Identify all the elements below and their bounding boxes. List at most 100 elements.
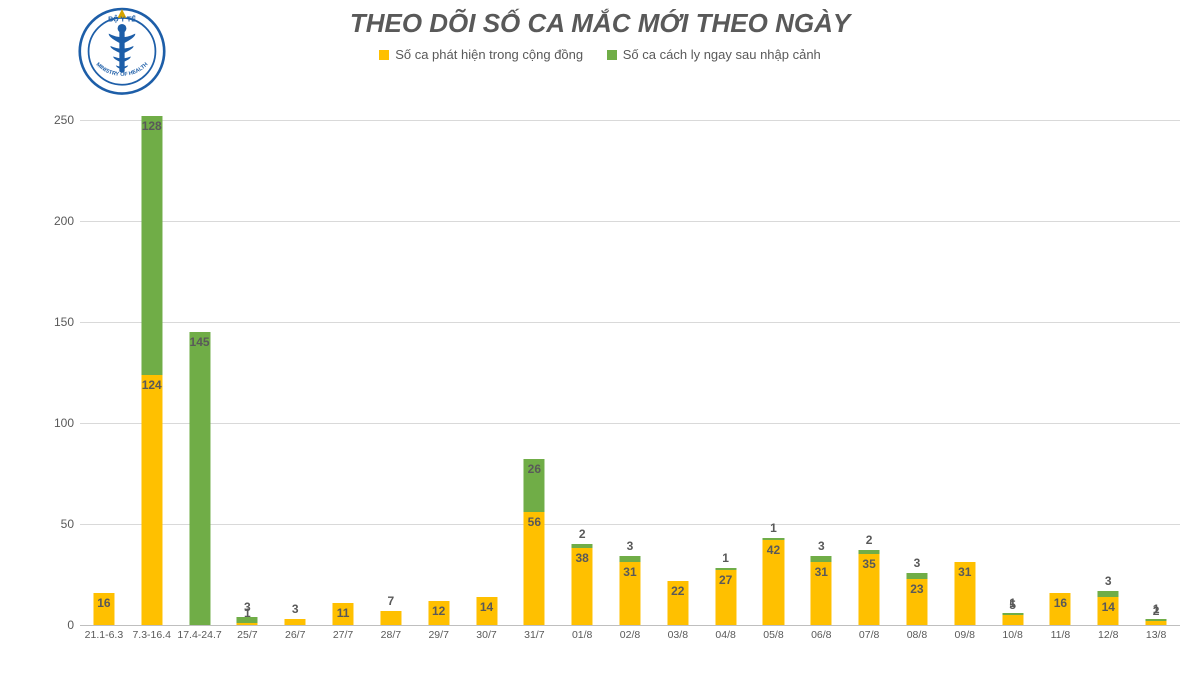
x-axis-label: 27/7	[333, 629, 353, 641]
bar-slot: 562631/7	[510, 100, 558, 625]
bar-segment-community: 56	[524, 512, 545, 625]
bar-value-community: 27	[719, 574, 732, 586]
bar-slot: 1229/7	[415, 100, 463, 625]
bar-value-quarantine: 3	[818, 540, 825, 552]
bar-value-quarantine: 3	[914, 557, 921, 569]
bar-stack: 145	[189, 332, 210, 625]
bar-value-community: 12	[432, 605, 445, 617]
bar-segment-community: 14	[1098, 597, 1119, 625]
bar-segment-quarantine: 2	[572, 544, 593, 548]
bar-slot: 31306/8	[797, 100, 845, 625]
ministry-health-logo-icon: BỘ Y TẾ MINISTRY OF HEALTH	[78, 2, 166, 97]
bar-segment-community: 7	[380, 611, 401, 625]
bar-value-quarantine: 2	[866, 534, 873, 546]
x-axis-label: 28/7	[381, 629, 401, 641]
bar-stack: 7	[380, 611, 401, 625]
bar-segment-quarantine: 1	[715, 568, 736, 570]
bar-slot: 1325/7	[223, 100, 271, 625]
bar-value-quarantine: 1	[770, 522, 777, 534]
bar-slot: 1241287.3-16.4	[128, 100, 176, 625]
bar-segment-community: 1	[237, 623, 258, 625]
x-axis-label: 12/8	[1098, 629, 1118, 641]
logo: BỘ Y TẾ MINISTRY OF HEALTH	[78, 2, 166, 97]
bar-stack: 313	[811, 556, 832, 625]
bar-value-quarantine: 26	[528, 463, 541, 475]
bar-stack: 11	[333, 603, 354, 625]
legend-item-community: Số ca phát hiện trong cộng đồng	[379, 47, 583, 62]
bar-slot: 728/7	[367, 100, 415, 625]
bar-value-community: 11	[337, 607, 350, 619]
bar-slot: 5110/8	[989, 100, 1037, 625]
bar-segment-community: 23	[906, 579, 927, 625]
legend-label-community: Số ca phát hiện trong cộng đồng	[395, 47, 583, 62]
bar-segment-quarantine: 26	[524, 459, 545, 512]
bar-value-community: 16	[97, 597, 110, 609]
bar-slot: 31302/8	[606, 100, 654, 625]
bar-value-quarantine: 3	[244, 601, 251, 613]
bar-value-community: 14	[1102, 601, 1115, 613]
bar-segment-community: 5	[1002, 615, 1023, 625]
bar-slot: 3109/8	[941, 100, 989, 625]
bar-stack: 12	[428, 601, 449, 625]
legend-swatch-community	[379, 50, 389, 60]
y-tick: 100	[54, 416, 74, 430]
bar-value-community: 35	[862, 558, 875, 570]
bar-stack: 27 1	[715, 568, 736, 625]
bar-value-community: 31	[623, 566, 636, 578]
bar-segment-quarantine: 3	[811, 556, 832, 562]
bar-slot: 1611/8	[1037, 100, 1085, 625]
x-axis-label: 26/7	[285, 629, 305, 641]
bar-value-community: 56	[528, 516, 541, 528]
bar-segment-community: 124	[141, 375, 162, 625]
x-axis-label: 06/8	[811, 629, 831, 641]
bar-segment-community: 42	[763, 540, 784, 625]
bar-slot: 14312/8	[1084, 100, 1132, 625]
legend: Số ca phát hiện trong cộng đồng Số ca cá…	[0, 47, 1200, 63]
bar-segment-quarantine: 3	[906, 573, 927, 579]
x-axis-label: 10/8	[1002, 629, 1022, 641]
bar-segment-community: 11	[333, 603, 354, 625]
bar-stack: 421	[763, 538, 784, 625]
bar-segment-community: 16	[1050, 593, 1071, 625]
bar-segment-quarantine: 1	[1002, 613, 1023, 615]
bar-segment-quarantine: 3	[237, 617, 258, 623]
x-axis-label: 09/8	[955, 629, 975, 641]
bar-value-quarantine: 1	[722, 552, 729, 564]
bar-stack: 56 26	[524, 459, 545, 625]
bar-stack: 31	[954, 562, 975, 625]
bar-segment-community: 27	[715, 570, 736, 625]
x-axis-label: 11/8	[1051, 629, 1071, 641]
bar-segment-community: 31	[619, 562, 640, 625]
bar-value-quarantine: 128	[142, 120, 162, 132]
y-tick: 50	[61, 517, 74, 531]
bar-value-quarantine: 1	[1009, 597, 1016, 609]
legend-item-quarantine: Số ca cách ly ngay sau nhập cảnh	[607, 47, 821, 62]
x-axis-label: 01/8	[572, 629, 592, 641]
y-tick: 200	[54, 214, 74, 228]
bar-segment-community: 38	[572, 548, 593, 625]
bar-value-community: 42	[767, 544, 780, 556]
bar-stack: 124 128	[141, 116, 162, 625]
y-axis: 050100150200250	[50, 100, 80, 625]
bar-stack: 23 3	[906, 573, 927, 625]
y-tick: 150	[54, 315, 74, 329]
bar-value-community: 14	[480, 601, 493, 613]
bar-value-community: 23	[910, 583, 923, 595]
bar-slot: 14517.4-24.7	[176, 100, 224, 625]
bar-segment-quarantine: 1	[1146, 619, 1167, 621]
bar-slot: 23308/8	[893, 100, 941, 625]
x-axis-label: 25/7	[237, 629, 257, 641]
x-axis-label: 21.1-6.3	[85, 629, 124, 641]
bar-stack: 22	[667, 581, 688, 625]
bar-segment-quarantine: 145	[189, 332, 210, 625]
x-axis-label: 30/7	[476, 629, 496, 641]
bar-value-community: 7	[388, 595, 395, 607]
x-axis-label: 31/7	[524, 629, 544, 641]
y-tick: 0	[67, 618, 74, 632]
bar-segment-quarantine: 2	[859, 550, 880, 554]
bar-value-community: 22	[671, 585, 684, 597]
baseline	[80, 625, 1180, 626]
bar-value-quarantine: 3	[1105, 575, 1112, 587]
bar-value-community: 31	[958, 566, 971, 578]
bar-stack: 16	[1050, 593, 1071, 625]
